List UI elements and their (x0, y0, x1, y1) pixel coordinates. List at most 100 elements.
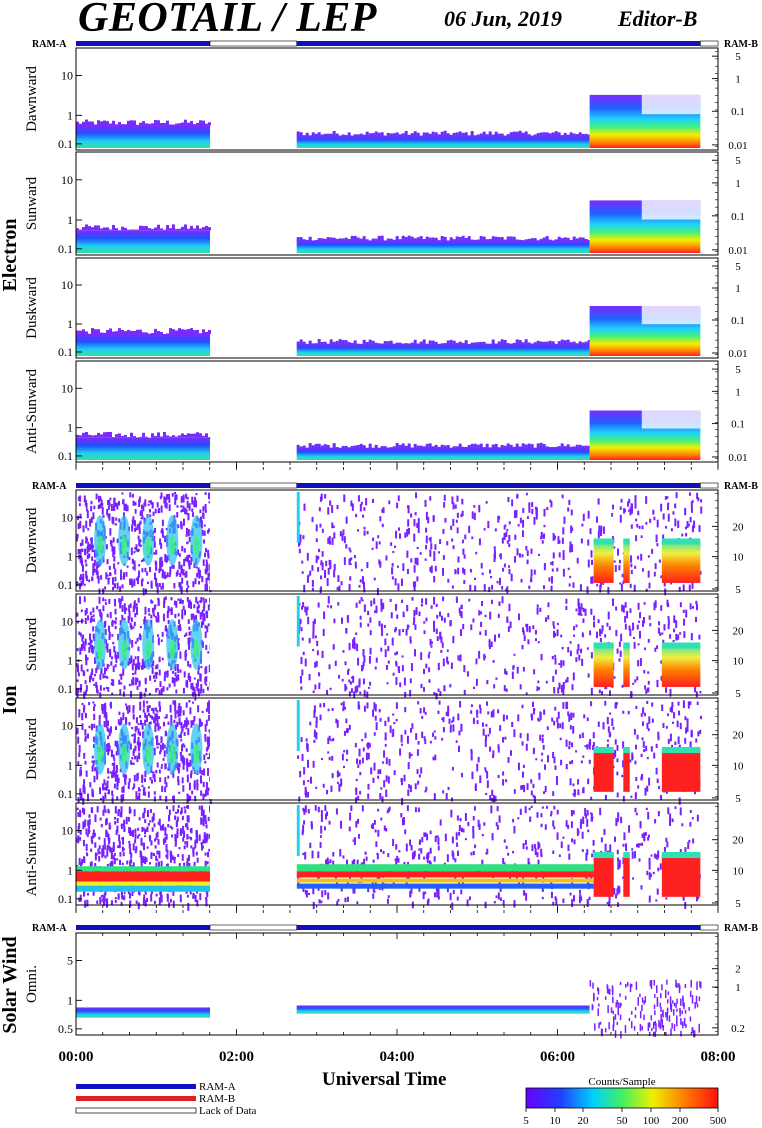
ion-duskward-speckle (486, 701, 489, 706)
ion-sunward-speckle (136, 677, 139, 683)
ion-dawnward-speckle (88, 553, 91, 558)
ion-dawnward-speckle (139, 520, 142, 525)
ion-duskward-speckle (364, 732, 367, 739)
ion-duskward-speckle (452, 716, 455, 722)
ion-duskward-speckle (135, 791, 138, 800)
ion-duskward-speckle (188, 782, 191, 791)
electron-dawnward-noise (163, 122, 166, 126)
ion-anti-sunward-speckle (186, 826, 189, 831)
electron-anti-sunward-noise-2 (458, 443, 462, 449)
ion-duskward-speckle (194, 795, 197, 802)
ion-dawnward-speckle (691, 525, 694, 533)
ion-sunward-speckle (621, 684, 624, 688)
ion-duskward-speckle (530, 790, 533, 796)
ion-anti-sunward-speckle (456, 850, 459, 857)
ion-duskward-speckle (331, 708, 334, 711)
ion-anti-sunward-speckle (414, 807, 417, 813)
ion-duskward-speckle (502, 714, 505, 722)
electron-sunward-noise-2 (419, 236, 423, 242)
ion-sunward-speckle (187, 619, 190, 625)
ion-anti-sunward-speckle (418, 839, 421, 844)
ion-dawnward-speckle (89, 518, 92, 527)
ion-sunward-speckle (653, 602, 656, 607)
ion-dawnward-speckle (526, 550, 529, 556)
ion-sunward-speckle (190, 601, 193, 609)
ion-dawnward-speckle (81, 564, 84, 573)
ion-sunward-speckle (586, 647, 589, 650)
ion-dawnward-speckle (195, 493, 198, 496)
ion-sunward-speckle (129, 603, 132, 608)
ion-anti-sunward-speckle (133, 809, 136, 817)
ion-duskward-speckle (187, 720, 190, 725)
ion-dawnward-speckle (562, 527, 565, 535)
ion-duskward-speckle (80, 769, 83, 776)
ion-sunward-speckle (418, 611, 421, 617)
ion-duskward-speckle (597, 721, 600, 727)
ion-sunward-speckle (353, 691, 356, 698)
electron-dawnward-noise-2 (524, 131, 528, 137)
ion-duskward-speckle (92, 765, 95, 768)
electron-dawnward-noise-2 (320, 134, 324, 137)
electron-anti-sunward-noise-2 (506, 443, 510, 449)
ion-anti-sunward-speckle (305, 890, 308, 898)
ion-dawnward-speckle (475, 551, 478, 555)
ion-dawnward-speckle (429, 536, 432, 543)
electron-duskward-noise-2 (482, 341, 486, 345)
electron-sunward-noise-2 (446, 240, 450, 242)
electron-anti-sunward-noise-2 (455, 446, 459, 449)
ion-dawnward-speckle (429, 496, 432, 501)
ion-sunward-speckle (165, 671, 168, 674)
ion-duskward-speckle (505, 779, 508, 783)
ion-sunward-speckle (201, 641, 204, 648)
ion-sunward-speckle (601, 691, 604, 696)
ion-anti-sunward-speckle (483, 822, 486, 826)
ion-duskward-speckle (158, 716, 161, 720)
ion-sunward-speckle (637, 643, 640, 646)
electron-sunward-noise (166, 224, 169, 231)
ion-sunward-speckle (620, 633, 623, 642)
electron-group-label: Electron (0, 219, 21, 292)
ion-sunward-speckle (83, 596, 86, 603)
ion-dawnward-speckle (298, 548, 301, 554)
ion-anti-sunward-speckle (200, 809, 203, 817)
electron-anti-sunward-noise-2 (476, 444, 480, 449)
electron-anti-sunward-noise (118, 433, 121, 438)
ion-duskward-speckle (437, 710, 440, 714)
ion-duskward-speckle (651, 718, 654, 723)
ion-anti-sunward-speckle (495, 895, 498, 898)
ion-sunward-speckle (316, 640, 319, 647)
ion-dawnward-y2-tick-label: 20 (733, 521, 745, 533)
ion-dawnward-speckle (182, 505, 185, 512)
ion-sunward-speckle (205, 644, 208, 650)
ion-sunward-speckle (134, 641, 137, 644)
ion-anti-sunward-speckle (429, 830, 432, 835)
ion-duskward-speckle (417, 701, 420, 705)
ion-anti-sunward-speckle (141, 826, 144, 832)
ion-anti-sunward-speckle (317, 874, 320, 883)
ion-dawnward-speckle (185, 493, 188, 499)
ion-anti-sunward-speckle (122, 852, 125, 857)
ion-sunward-speckle (189, 631, 192, 635)
ion-duskward-speckle (172, 796, 175, 799)
electron-anti-sunward-noise-2 (464, 446, 468, 449)
ion-dawnward-speckle (186, 496, 189, 500)
ion-duskward-speckle (208, 729, 211, 733)
ion-anti-sunward-speckle (570, 810, 573, 817)
ion-sunward-speckle (373, 610, 376, 613)
ion-sunward-speckle (127, 661, 130, 666)
ion-dawnward-speckle (182, 494, 185, 503)
ion-dawnward-speckle (549, 499, 552, 503)
ion-sunward-speckle (647, 671, 650, 674)
ion-anti-sunward-speckle (625, 843, 628, 851)
electron-anti-sunward-noise-2 (359, 443, 363, 449)
ion-duskward-speckle (343, 730, 346, 736)
ion-dawnward-speckle (138, 522, 141, 528)
ion-dawnward-speckle (597, 530, 600, 539)
ion-duskward-speckle (565, 763, 568, 770)
ion-anti-sunward-speckle (158, 897, 161, 906)
electron-dawnward-y2-tick-label: 5 (735, 51, 741, 63)
ion-duskward-speckle (111, 772, 114, 779)
ion-anti-sunward-speckle (687, 841, 690, 850)
ion-sunward-speckle (575, 657, 578, 663)
ion-anti-sunward-speckle (620, 816, 623, 824)
